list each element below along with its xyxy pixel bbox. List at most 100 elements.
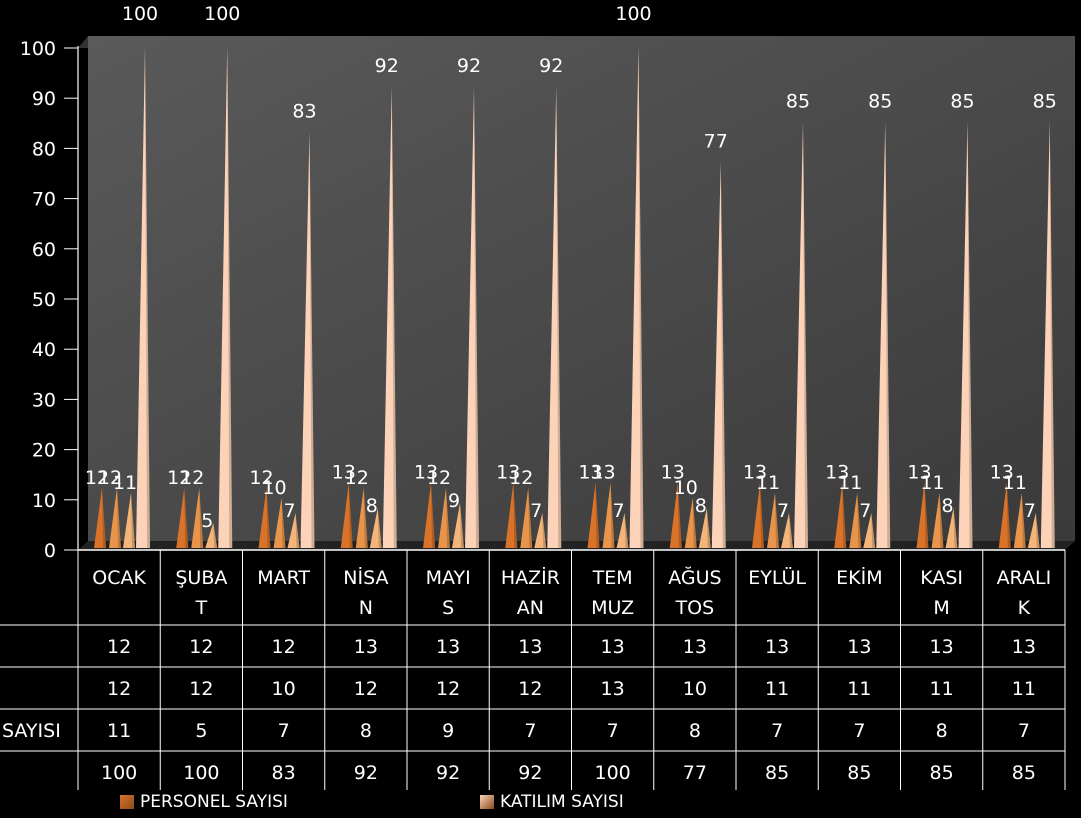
table-cell: 12 [189,636,213,658]
table-cell: 12 [107,636,131,658]
table-cell: 13 [354,636,378,658]
data-label: 85 [1033,90,1057,112]
spike-bar [520,487,533,548]
category-label: OCAK [92,567,146,589]
spike-bar [849,492,862,548]
data-label: 13 [414,462,438,484]
data-label: 13 [661,462,685,484]
spike-bar [794,121,808,549]
spike-bar [752,482,764,548]
spike-shade [446,487,450,548]
table-cell: 9 [442,720,454,742]
spike-shade [556,86,562,548]
category-label: EKİM [836,566,882,589]
spike-bar [109,487,121,548]
spike-bar [258,487,271,548]
table-cell: 12 [354,678,378,700]
table-cell: 11 [1012,678,1036,700]
spike-shade [145,46,150,548]
data-label: 7 [283,500,295,522]
data-label: 100 [615,3,651,25]
spike-shade [117,487,121,548]
data-label: 8 [941,495,953,517]
spike-bar [876,121,891,549]
plot-wall [88,36,1075,541]
spike-bar [998,482,1011,548]
spike-shade [842,482,847,548]
table-cell: 5 [195,720,207,742]
spike-shade [692,497,697,548]
spike-shade [542,512,547,548]
spike-bar [176,487,189,548]
category-label: TEM [592,567,633,589]
spike-shade [1021,492,1026,548]
spike-shade [677,482,682,548]
chart-floor [78,541,1075,550]
data-label: 12 [98,467,122,489]
spike-bar [465,86,479,548]
table-cell: 7 [771,720,783,742]
spike-bar [616,512,629,548]
y-tick-label: 10 [32,490,56,512]
y-tick-label: 30 [32,389,56,411]
y-tick-label: 70 [32,189,56,211]
table-cell: 7 [853,720,865,742]
spike-bar [273,497,286,548]
data-label: 11 [756,472,780,494]
category-label: MAYI [426,567,471,589]
data-label: 12 [167,467,191,489]
table-cell: 85 [1012,762,1036,784]
table-row-label: SAYISI [2,720,61,742]
spike-bar [629,46,644,548]
data-label: 11 [113,472,137,494]
table-cell: 13 [601,636,625,658]
spike-shade [789,512,793,548]
data-label: 13 [578,462,602,484]
data-label: 13 [990,462,1014,484]
data-label: 10 [262,477,286,499]
spike-bar [684,497,697,548]
data-label: 11 [920,472,944,494]
spike-bar [958,121,973,549]
spike-shade [528,487,533,548]
data-label: 7 [530,500,542,522]
y-tick-label: 90 [32,88,56,110]
spike-bar [452,502,464,548]
spike-bar [1027,512,1040,548]
data-label: 12 [509,467,533,489]
data-label: 12 [345,467,369,489]
y-tick-label: 40 [32,339,56,361]
table-cell: 92 [518,762,542,784]
spike-shade [939,492,944,548]
y-tick-label: 100 [20,38,56,60]
table-cell: 13 [683,636,707,658]
data-label: 100 [204,3,240,25]
table-cell: 7 [524,720,536,742]
table-cell: 12 [189,678,213,700]
data-label: 11 [1003,472,1027,494]
spike-shade [638,46,644,548]
data-label: 92 [375,55,399,77]
data-label: 10 [674,477,698,499]
table-cell: 92 [436,762,460,784]
data-label: 12 [180,467,204,489]
table-cell: 13 [601,678,625,700]
data-label: 12 [85,467,109,489]
table-cell: 100 [594,762,630,784]
data-label: 11 [838,472,862,494]
table-cell: 100 [101,762,137,784]
spike-bar [698,507,711,548]
table-cell: 10 [683,678,707,700]
category-label: MUZ [591,597,634,619]
spike-bar [123,492,135,548]
y-tick-label: 80 [32,138,56,160]
spike-shade [227,46,233,548]
spike-shade [513,482,518,548]
table-cell: 7 [278,720,290,742]
spike-shade [460,502,464,548]
spike-bar [587,482,600,548]
data-label: 7 [859,500,871,522]
table-cell: 85 [930,762,954,784]
spike-shade [281,497,286,548]
spike-shade [474,86,479,548]
